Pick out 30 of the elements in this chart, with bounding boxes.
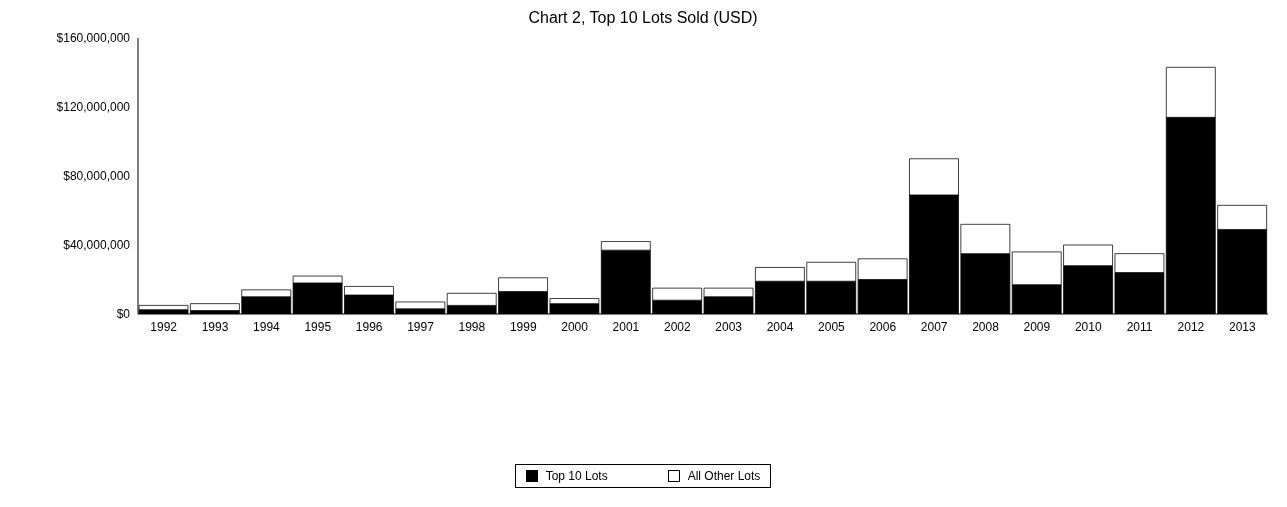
x-tick-label: 2001 bbox=[612, 319, 640, 334]
legend-label: All Other Lots bbox=[687, 469, 761, 483]
x-tick-label: 1998 bbox=[458, 319, 486, 334]
x-tick-label: 1996 bbox=[355, 319, 383, 334]
x-tick-label: 1993 bbox=[201, 319, 229, 334]
x-tick-label: 2000 bbox=[561, 319, 589, 334]
y-tick-label: $160,000,000 bbox=[56, 31, 131, 46]
x-tick-label: 2008 bbox=[972, 319, 1000, 334]
y-tick-label: $120,000,000 bbox=[56, 100, 131, 115]
y-tick-label: $40,000,000 bbox=[63, 238, 131, 253]
x-tick-label: 2007 bbox=[920, 319, 948, 334]
x-tick-label: 2013 bbox=[1228, 319, 1256, 334]
x-tick-label: 2011 bbox=[1126, 319, 1153, 334]
y-tick-label: $80,000,000 bbox=[63, 169, 131, 184]
x-tick-label: 2005 bbox=[818, 319, 846, 334]
x-tick-label: 1994 bbox=[253, 319, 281, 334]
x-tick-label: 2002 bbox=[663, 319, 691, 334]
x-tick-label: 2003 bbox=[715, 319, 743, 334]
x-tick-label: 1992 bbox=[150, 319, 178, 334]
x-tick-label: 1995 bbox=[304, 319, 332, 334]
x-tick-label: 1997 bbox=[407, 319, 435, 334]
x-tick-label: 2006 bbox=[869, 319, 897, 334]
x-tick-label: 2012 bbox=[1177, 319, 1205, 334]
legend-label: Top 10 Lots bbox=[545, 469, 608, 483]
x-tick-label: 2010 bbox=[1074, 319, 1102, 334]
y-tick-label: $0 bbox=[116, 307, 131, 322]
chart-title: Chart 2, Top 10 Lots Sold (USD) bbox=[527, 8, 759, 28]
x-tick-label: 2009 bbox=[1023, 319, 1051, 334]
x-tick-label: 1999 bbox=[509, 319, 537, 334]
x-tick-label: 2004 bbox=[766, 319, 794, 334]
